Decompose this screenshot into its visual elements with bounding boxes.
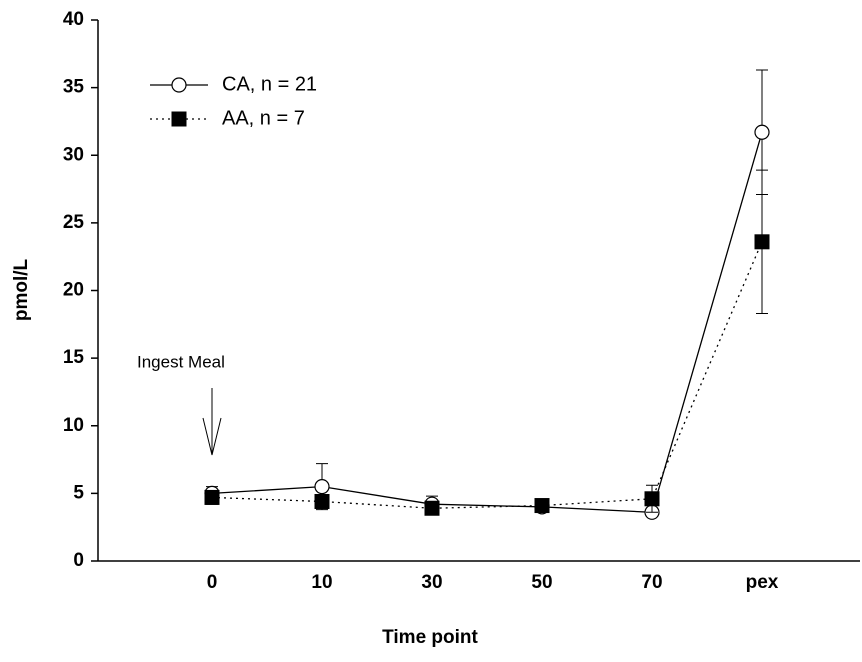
marker	[754, 124, 770, 140]
series-line	[211, 241, 763, 509]
marker	[314, 493, 330, 509]
y-tick-label: 10	[63, 415, 84, 436]
y-tick-label: 40	[63, 9, 84, 30]
legend-marker	[171, 111, 187, 127]
y-tick-label: 25	[63, 212, 85, 233]
x-tick-label: 50	[531, 572, 552, 593]
marker	[204, 489, 220, 505]
y-tick-label: 0	[73, 550, 84, 571]
legend-label: CA, n = 21	[222, 73, 317, 95]
marker	[534, 498, 550, 514]
y-tick-label: 15	[63, 347, 85, 368]
y-tick-label: 5	[73, 482, 84, 503]
marker	[314, 479, 330, 495]
y-tick-label: 35	[63, 77, 85, 98]
legend-marker	[171, 77, 187, 93]
marker	[424, 500, 440, 516]
series-line	[211, 132, 763, 513]
x-axis-label: Time point	[382, 627, 478, 648]
y-axis-label: pmol/L	[11, 258, 32, 321]
annotation-text: Ingest Meal	[137, 352, 225, 371]
y-tick-label: 30	[63, 144, 84, 165]
x-tick-label: pex	[746, 572, 779, 593]
marker	[644, 491, 660, 507]
x-tick-label: 0	[207, 572, 218, 593]
y-tick-label: 20	[63, 280, 84, 301]
x-tick-label: 70	[641, 572, 662, 593]
x-tick-label: 30	[421, 572, 442, 593]
annotation-arrow	[202, 388, 222, 456]
marker	[754, 234, 770, 250]
legend-label: AA, n = 7	[222, 107, 305, 129]
x-tick-label: 10	[311, 572, 332, 593]
